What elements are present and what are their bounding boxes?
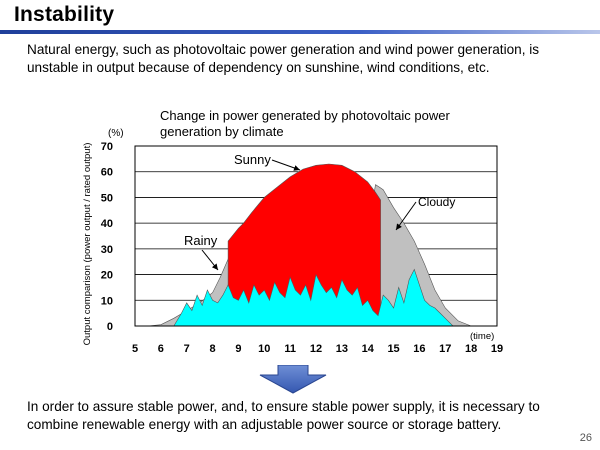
title-underline (0, 30, 600, 34)
pv-output-chart: Change in power generated by photovoltai… (82, 108, 503, 355)
x-tick-label-16: 16 (413, 343, 425, 355)
x-tick-label-8: 8 (210, 343, 216, 355)
series-area-rainy (173, 268, 454, 327)
x-tick-label-19: 19 (491, 343, 503, 355)
y-tick-label-60: 60 (101, 167, 113, 179)
x-unit-label: (time) (470, 331, 494, 342)
x-tick-label-14: 14 (362, 343, 375, 355)
slide-title: Instability (14, 3, 115, 26)
x-tick-label-11: 11 (284, 343, 296, 355)
x-tick-label-18: 18 (465, 343, 477, 355)
series-label-cloudy: Cloudy (418, 195, 455, 209)
page-number: 26 (579, 432, 592, 444)
down-arrow-icon (259, 365, 327, 394)
y-tick-label-30: 30 (101, 244, 113, 256)
y-tick-label-0: 0 (107, 321, 113, 333)
series-label-rainy: Rainy (184, 233, 218, 248)
x-tick-label-7: 7 (184, 343, 190, 355)
intro-text: Natural energy, such as photovoltaic pow… (27, 42, 540, 75)
chart-title-line1: Change in power generated by photovoltai… (160, 108, 450, 123)
y-axis-label: Output comparison (power output / rated … (82, 143, 93, 346)
sunny-arrow (271, 159, 301, 171)
y-tick-label-70: 70 (101, 141, 113, 153)
y-unit-label: (%) (108, 128, 124, 139)
x-tick-label-15: 15 (387, 343, 399, 355)
y-tick-label-10: 10 (101, 295, 113, 307)
x-tick-label-9: 9 (235, 343, 241, 355)
x-tick-label-10: 10 (258, 343, 270, 355)
conclusion-text: In order to assure stable power, and, to… (27, 399, 540, 432)
x-tick-label-12: 12 (310, 343, 322, 355)
y-tick-label-20: 20 (101, 270, 113, 282)
x-tick-label-6: 6 (158, 343, 164, 355)
x-tick-label-13: 13 (336, 343, 348, 355)
cloudy-arrow (395, 201, 417, 231)
chart-title-line2: generation by climate (160, 124, 284, 139)
y-tick-label-50: 50 (101, 192, 113, 204)
rainy-arrow (201, 249, 219, 271)
x-tick-label-5: 5 (132, 343, 138, 355)
series-label-sunny: Sunny (234, 152, 271, 167)
y-tick-label-40: 40 (101, 218, 113, 230)
x-tick-label-17: 17 (439, 343, 451, 355)
